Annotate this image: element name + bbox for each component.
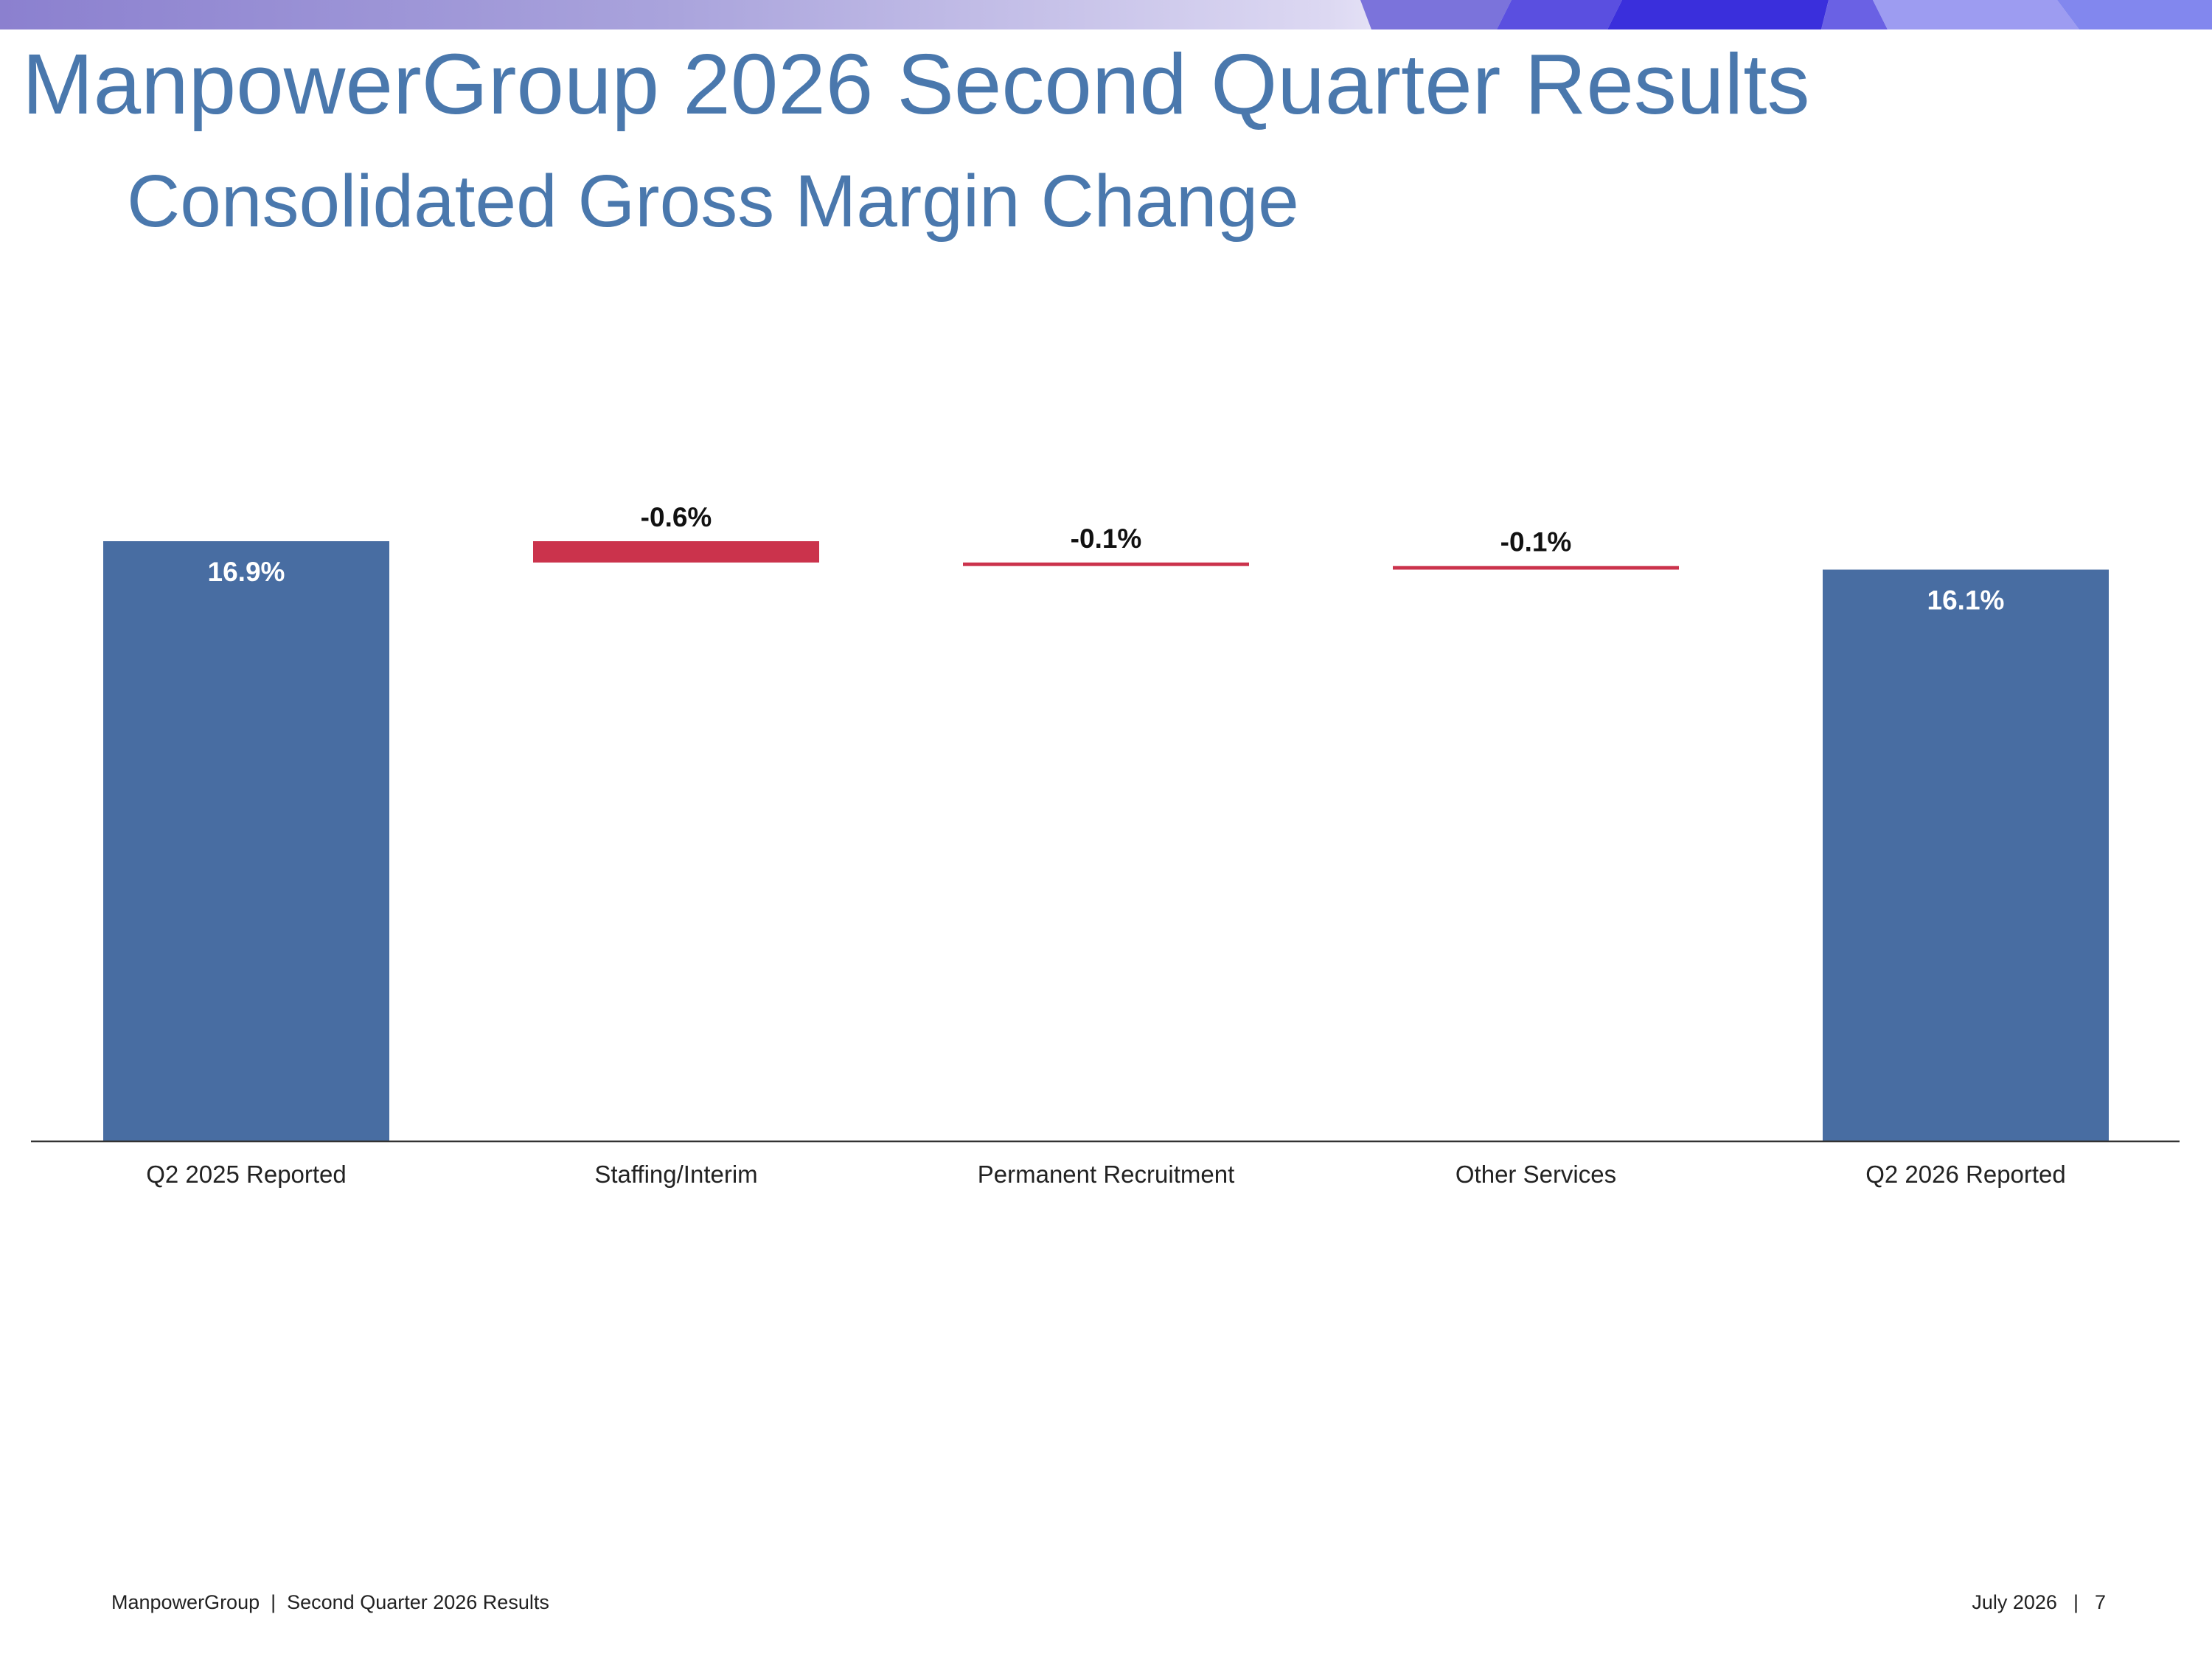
category-label-4: Other Services xyxy=(1455,1161,1616,1188)
data-label-2: -0.6% xyxy=(641,502,712,532)
category-label-3: Permanent Recruitment xyxy=(978,1161,1234,1188)
top-banner xyxy=(0,0,2212,29)
footer-left-text: ManpowerGroup | Second Quarter 2026 Resu… xyxy=(111,1591,549,1613)
slide-title: ManpowerGroup 2026 Second Quarter Result… xyxy=(22,36,1810,132)
slide-subtitle: Consolidated Gross Margin Change xyxy=(127,160,1299,243)
category-label-5: Q2 2026 Reported xyxy=(1865,1161,2066,1188)
bar-4 xyxy=(1393,566,1679,570)
footer-right: July 2026 | 7 xyxy=(1972,1591,2106,1614)
bar-5 xyxy=(1823,569,2109,1141)
data-label-3: -0.1% xyxy=(1071,524,1142,554)
data-label-5: 16.1% xyxy=(1927,585,2005,616)
data-label-4: -0.1% xyxy=(1500,527,1572,557)
footer-date: July 2026 xyxy=(1972,1591,2057,1613)
data-label-1: 16.9% xyxy=(208,557,285,587)
bar-1 xyxy=(103,541,389,1141)
category-label-2: Staffing/Interim xyxy=(594,1161,757,1188)
bar-3 xyxy=(963,562,1249,566)
bar-2 xyxy=(533,541,819,563)
footer-page-number: 7 xyxy=(2094,1591,2106,1613)
footer-separator: | xyxy=(2073,1591,2079,1613)
category-label-1: Q2 2025 Reported xyxy=(146,1161,347,1188)
